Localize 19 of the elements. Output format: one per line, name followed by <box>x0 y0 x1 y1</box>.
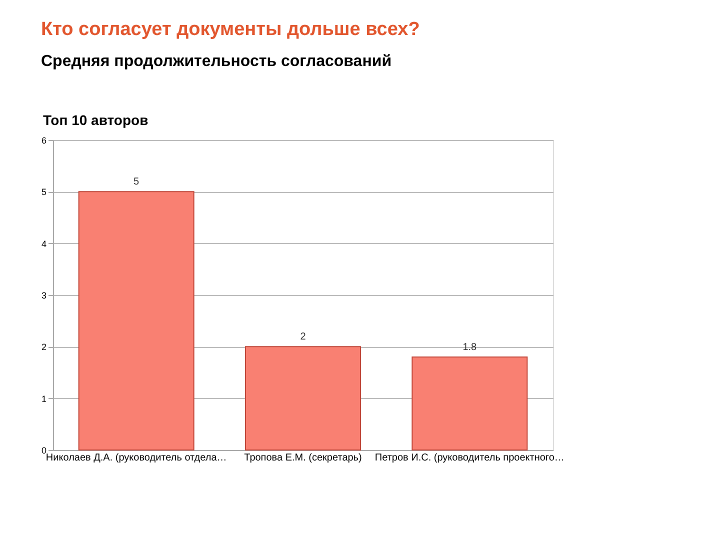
bar <box>245 346 361 450</box>
y-tick-label: 4 <box>41 238 46 249</box>
y-tick-label: 5 <box>41 187 46 198</box>
y-tick-label: 0 <box>41 446 46 456</box>
x-tick-label: Николаев Д.А. (руководитель отдела… <box>46 452 227 464</box>
chart-subtitle: Средняя продолжительность согласований <box>40 53 392 70</box>
y-tick-label: 2 <box>41 342 46 352</box>
text: Топ 10 авторов <box>43 112 149 128</box>
y-tick-label: 1 <box>41 394 46 404</box>
data-label: 5 <box>134 176 140 188</box>
y-tick-label: 3 <box>41 290 46 300</box>
data-label: 1.8 <box>462 342 478 353</box>
bar <box>78 191 194 450</box>
chart-title: Кто согласует документы дольше всех? <box>40 19 420 40</box>
y-tick-label: 6 <box>41 136 46 146</box>
bar <box>412 356 528 450</box>
data-label: 2 <box>300 332 306 343</box>
x-tick-label: Петров И.С. (руководитель проектного… <box>374 452 564 464</box>
x-tick-label: Тропова Е.М. (секретарь) <box>244 452 362 464</box>
